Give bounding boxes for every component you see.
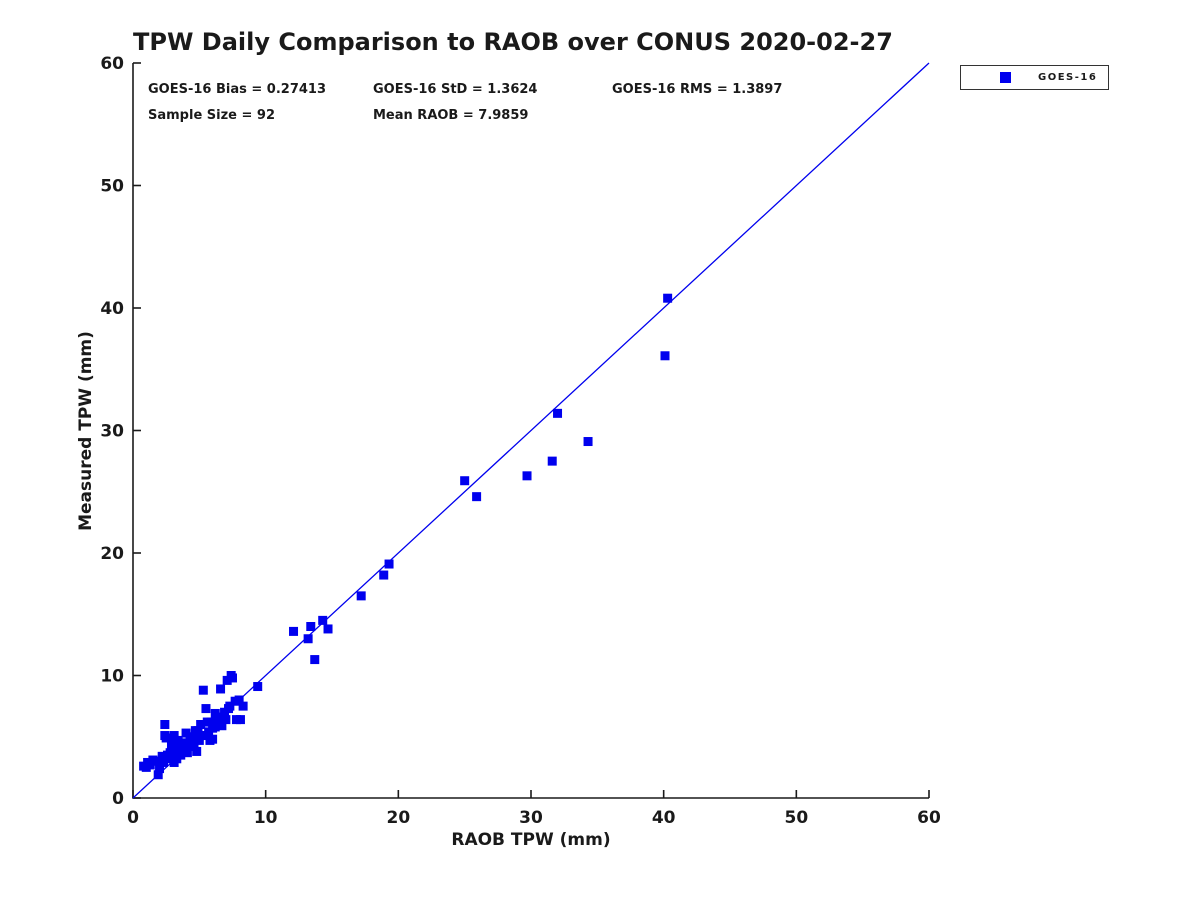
data-point-marker [318,615,328,625]
identity-line [132,62,930,799]
data-point-marker [194,735,204,745]
data-point-marker [213,712,223,722]
data-point-marker [208,734,218,744]
data-point-marker [356,591,366,601]
x-tick-label: 40 [652,808,676,828]
x-tick-label: 60 [917,808,941,828]
y-tick-label: 40 [100,299,124,319]
legend-label: GOES-16 [1038,72,1098,83]
data-point-marker [323,624,333,634]
data-point-marker [159,757,169,767]
x-tick-label: 20 [386,808,410,828]
data-point-marker [522,471,532,481]
y-axis-label: Measured TPW (mm) [76,331,96,531]
data-point-marker [660,351,670,361]
data-point-marker [238,701,248,711]
data-point-marker [152,756,162,766]
data-point-marker [153,770,163,780]
y-tick-label: 50 [100,177,124,197]
y-tick-label: 30 [100,422,124,442]
data-point-marker [160,720,170,729]
data-point-marker [228,673,237,683]
legend-marker-square-icon [1000,72,1011,83]
data-point-marker [583,437,593,447]
data-point-marker [181,728,191,738]
data-point-marker [221,715,231,725]
data-point-marker [222,675,232,685]
data-point-marker [235,715,245,725]
x-tick-label: 10 [254,808,278,828]
data-point-marker [198,685,208,695]
stat-sample-size: Sample Size = 92 [148,108,276,123]
data-point-marker [306,622,316,631]
stat-mean-raob: Mean RAOB = 7.9859 [373,108,529,123]
stat-rms: GOES-16 RMS = 1.3897 [612,82,783,97]
data-point-marker [196,720,206,729]
y-tick-label: 60 [100,54,124,74]
x-tick-label: 30 [519,808,543,828]
x-tick-label: 0 [127,808,139,828]
data-point-marker [553,408,563,418]
y-tick-label: 20 [100,544,124,564]
data-point-marker [165,748,175,758]
data-point-marker [182,748,192,758]
data-point-marker [384,559,394,569]
data-point-marker [225,701,235,711]
y-tick-label: 10 [100,667,124,687]
data-point-marker [201,704,211,714]
stat-std: GOES-16 StD = 1.3624 [373,82,538,97]
data-point-marker [234,695,244,705]
data-point-marker [192,746,202,756]
data-point-marker [303,634,313,644]
data-point-marker [547,456,557,466]
data-point-marker [161,733,171,743]
data-point-marker [379,570,389,580]
data-point-marker [206,717,216,727]
data-point-marker [193,726,203,736]
data-point-marker [472,492,482,502]
data-point-marker [310,655,320,665]
x-tick-label: 50 [784,808,808,828]
data-point-marker [157,751,167,761]
chart-title: TPW Daily Comparison to RAOB over CONUS … [133,28,893,56]
data-point-marker [169,731,179,741]
y-tick-label: 0 [112,789,124,809]
data-point-marker [253,682,263,692]
data-point-marker [145,760,155,770]
data-point-marker [663,293,673,303]
data-point-marker [460,476,470,486]
data-point-marker [289,626,299,636]
data-point-marker [217,721,227,731]
x-axis-label: RAOB TPW (mm) [451,830,611,850]
legend: GOES-16 [960,65,1109,90]
stat-bias: GOES-16 Bias = 0.27413 [148,82,327,97]
data-point-marker [216,684,226,694]
data-point-marker [155,764,165,774]
